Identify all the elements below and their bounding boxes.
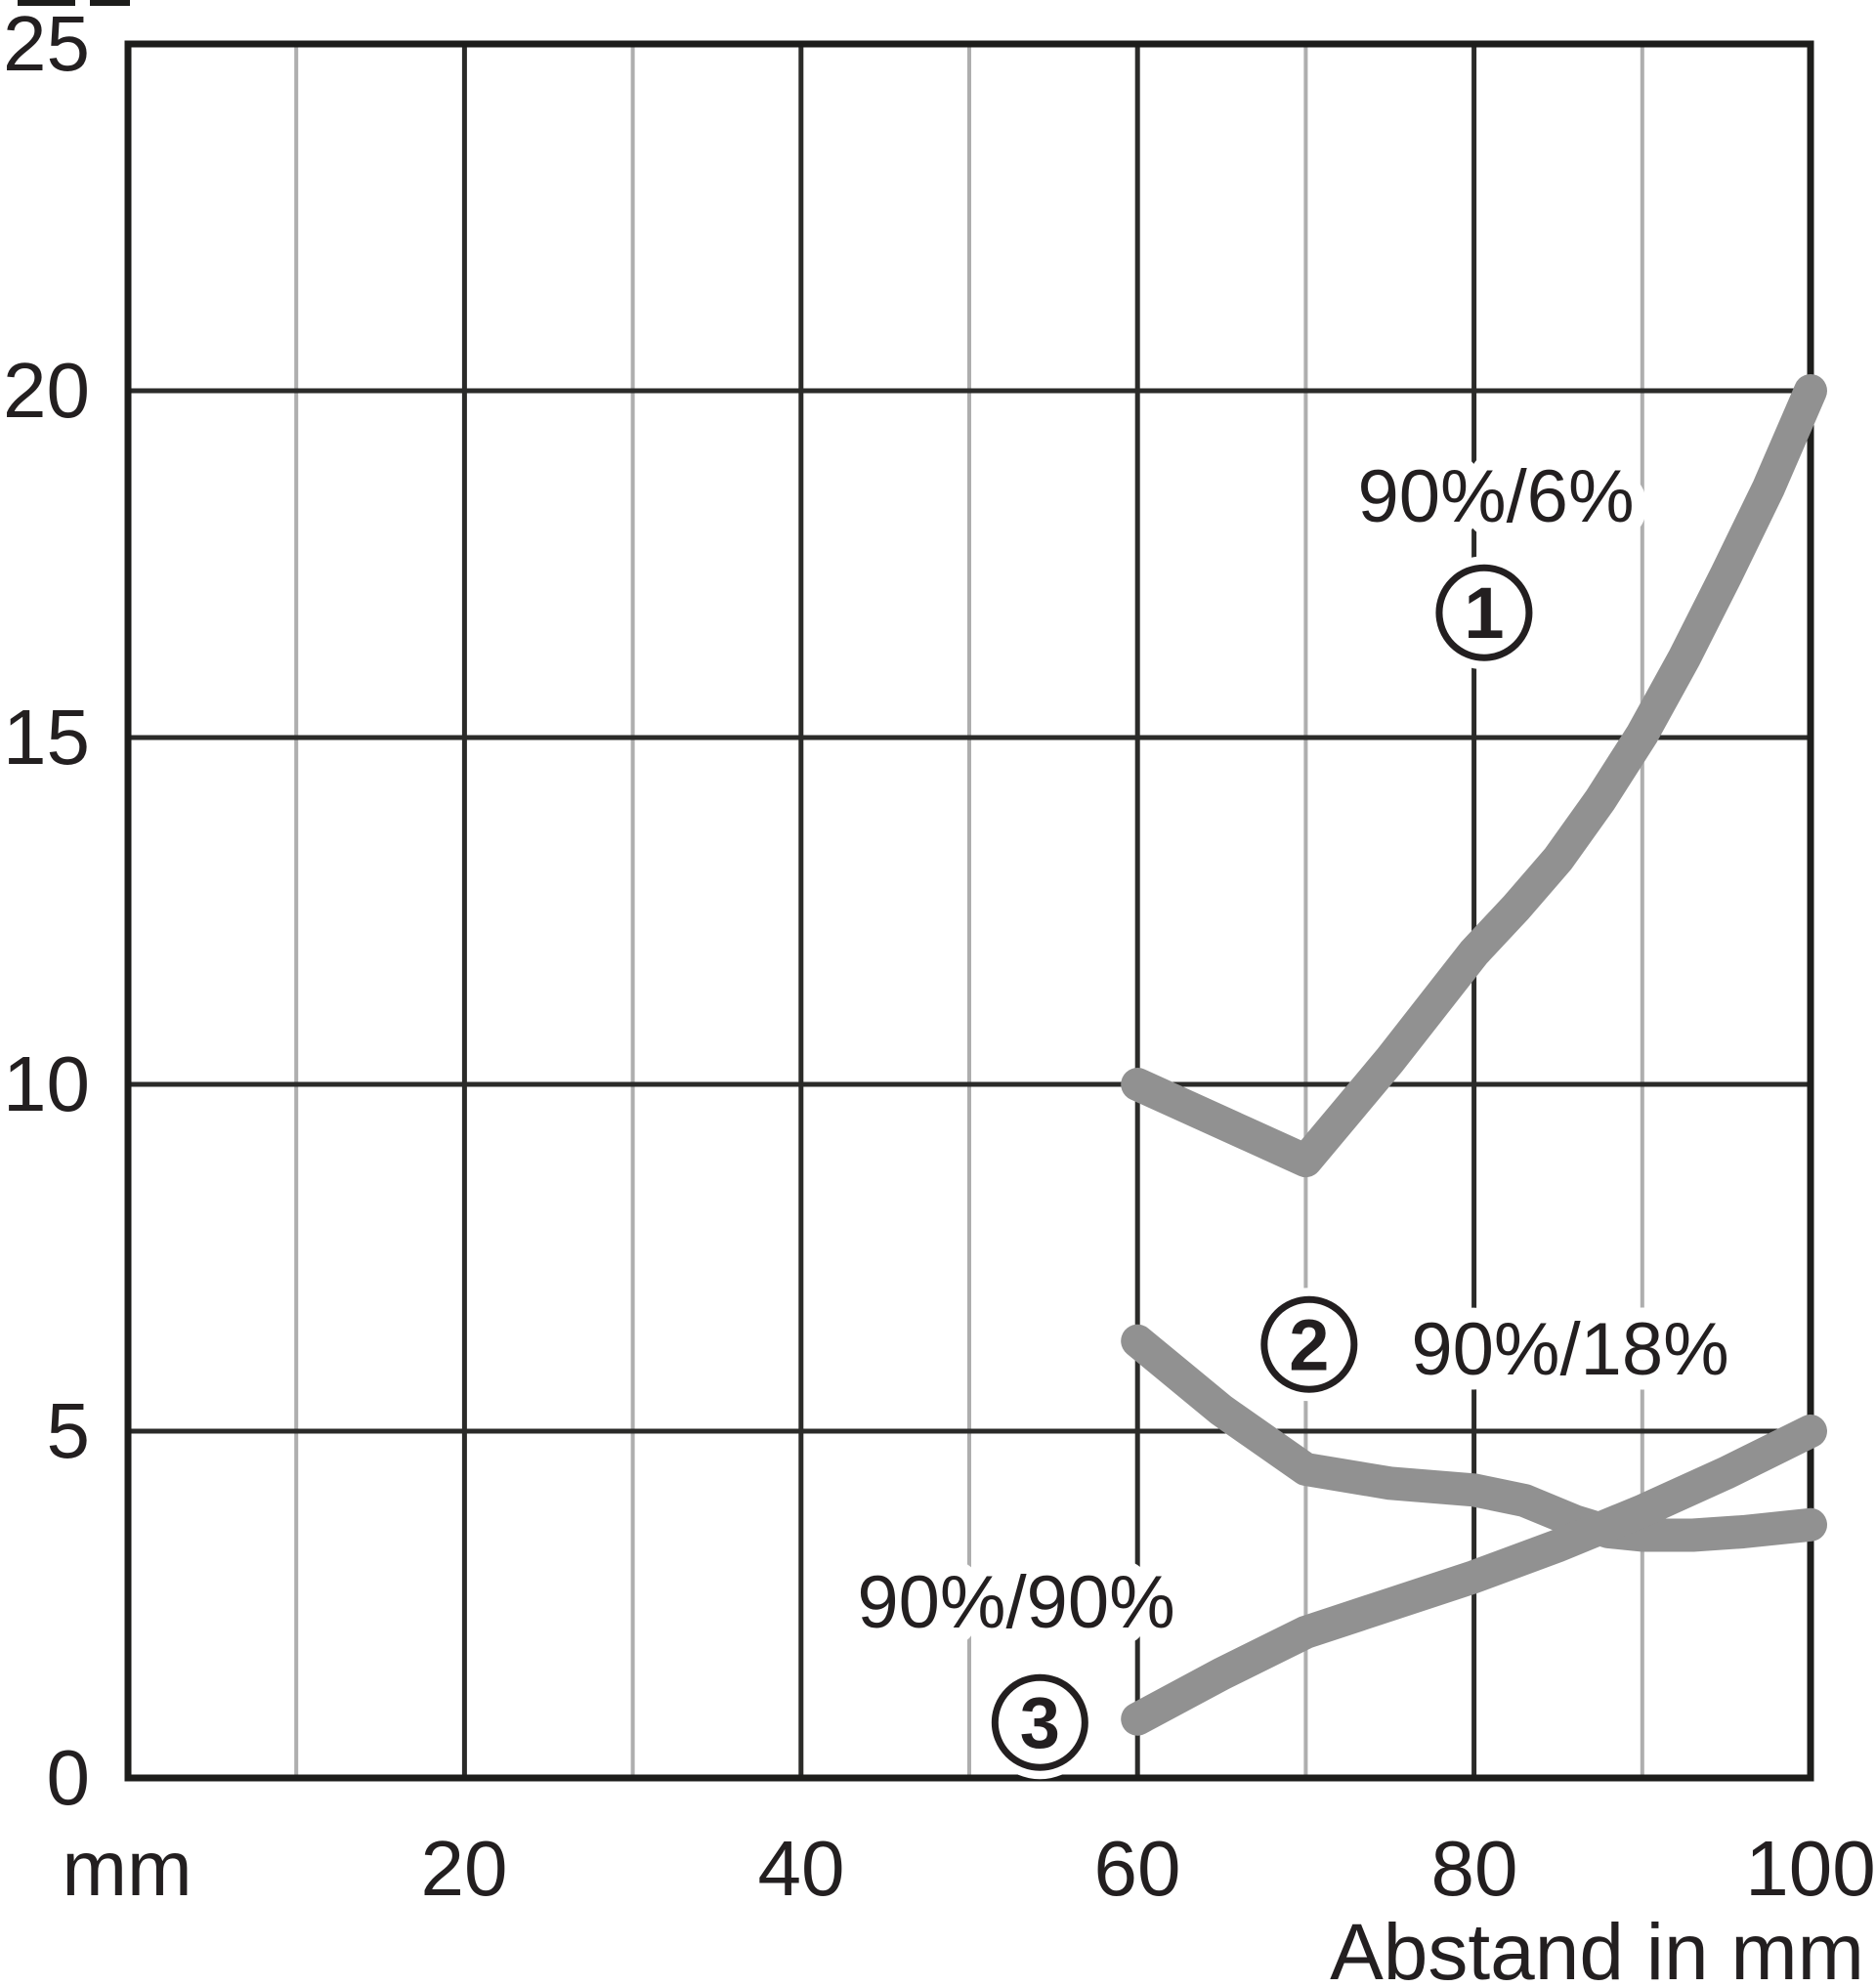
grid-minor-verticals [294,44,1644,1778]
curve-2 [1121,1324,1827,1552]
y-tick-20: 20 [3,347,90,434]
curve-label-2: 90%/18% [1411,1308,1728,1391]
y-tick-0: 0 [47,1734,91,1821]
top-edge-artifact [90,0,130,6]
plot-border [124,40,1814,1782]
curve-label-1: 90%/6% [1357,455,1634,538]
curve-3 [1121,1415,1827,1736]
curve-label-3: 90%/90% [857,1561,1174,1644]
x-tick-60: 60 [1094,1825,1181,1912]
marker-number-3: 3 [1020,1682,1060,1763]
x-tick-80: 80 [1431,1825,1518,1912]
y-tick-5: 5 [47,1387,91,1474]
y-tick-25: 25 [3,0,90,87]
x-axis-title: Abstand in mm [1330,1908,1864,1987]
marker-number-1: 1 [1464,572,1504,654]
axis-tick-labels: 0 5 10 15 20 25 20 40 60 80 100 mm Abstand in mm [3,0,1876,1987]
marker-circle-2 [1260,1295,1358,1393]
marker-number-2: 2 [1289,1304,1329,1385]
y-tick-10: 10 [3,1040,90,1127]
x-tick-40: 40 [758,1825,845,1912]
series-curves [1121,374,1827,1736]
x-axis-unit-label: mm [62,1825,192,1912]
marker-circle-1 [1435,564,1533,661]
y-tick-15: 15 [3,694,90,781]
marker-circle-3 [991,1673,1088,1771]
top-edge-artifact [18,0,75,6]
plot-frame [124,40,1814,1782]
top-edge-artifacts [18,0,130,6]
curve-1 [1121,374,1827,1178]
x-tick-100: 100 [1745,1825,1875,1912]
series-annotations: 90%/6% 1 90%/18% 2 90%/90% 3 [842,441,1744,1780]
x-tick-20: 20 [421,1825,508,1912]
